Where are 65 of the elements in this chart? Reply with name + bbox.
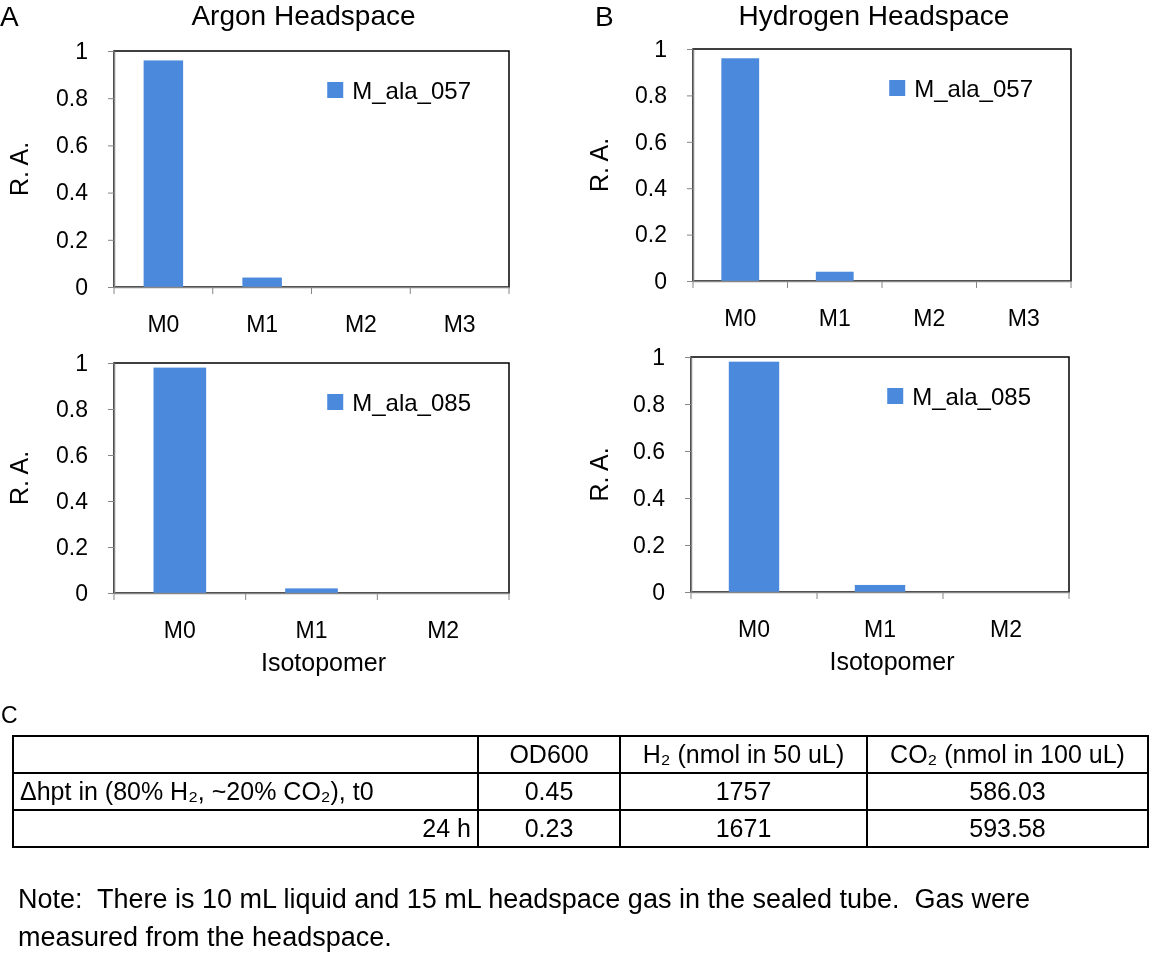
x-tick-label: M1: [295, 617, 328, 644]
text: 1757: [715, 777, 772, 805]
legend-label: M_ala_057: [914, 74, 1033, 102]
text: 0.23: [524, 814, 574, 842]
y-tick-label: 0.2: [56, 226, 88, 253]
y-tick-label: 0: [652, 578, 665, 605]
y-axis-title: R. A.: [585, 447, 613, 502]
x-tick-label: M1: [818, 305, 851, 332]
y-axis-title: R. A.: [585, 137, 613, 193]
y-tick-label: 0.6: [635, 128, 667, 155]
y-tick-label: 0: [75, 579, 88, 606]
y-tick-label: 0.4: [633, 484, 666, 511]
x-tick-label: M2: [913, 305, 946, 332]
category-label: OD600: [478, 736, 620, 773]
x-tick-label: M2: [427, 617, 460, 644]
text: Note: There is 10 mL liquid and 15 mL headspace gas in the sealed tube. Gas were measured from the headspace.: [18, 883, 1032, 953]
y-tick-label: 0.4: [56, 179, 89, 206]
category-label: Δhpt in (80% H₂, ~20% CO₂), t0: [20, 777, 374, 805]
x-tick-label: M2: [990, 616, 1022, 643]
y-axis-title: R. A.: [5, 450, 33, 506]
category-label: 24 h: [422, 814, 471, 842]
text: 593.58: [969, 814, 1046, 842]
y-tick-label: 0.6: [633, 437, 665, 464]
x-tick-label: M0: [147, 311, 180, 338]
text: 1671: [715, 814, 772, 842]
legend-label: M_ala_085: [352, 388, 471, 416]
text: C: [1, 702, 18, 728]
text: 586.03: [969, 777, 1046, 805]
y-tick-label: 0.6: [56, 132, 88, 159]
chart-title: Argon Headspace: [191, 0, 416, 31]
y-tick-label: 0.4: [635, 175, 668, 202]
y-tick-label: 0.8: [635, 82, 667, 109]
y-axis-title: R. A.: [5, 141, 33, 197]
y-tick-label: 0.2: [635, 221, 667, 248]
y-tick-label: 0.8: [56, 85, 88, 112]
legend-label: M_ala_085: [912, 382, 1031, 410]
category-label: H₂ (nmol in 50 uL): [620, 736, 867, 773]
y-tick-label: 0.2: [633, 531, 665, 558]
y-tick-label: 0: [75, 273, 88, 300]
x-tick-label: M3: [443, 311, 476, 338]
y-tick-label: 0.8: [56, 395, 88, 422]
x-axis-title: Isotopomer: [260, 648, 387, 676]
x-tick-label: M0: [738, 616, 770, 643]
legend-label: M_ala_057: [352, 76, 471, 104]
text: A: [0, 1, 19, 32]
x-tick-label: M2: [344, 311, 377, 338]
category-label: CO₂ (nmol in 100 uL): [867, 736, 1148, 773]
text: B: [595, 1, 614, 32]
text: 0.45: [524, 777, 574, 805]
y-tick-label: 0.6: [56, 441, 88, 468]
y-tick-label: 0.2: [56, 533, 88, 560]
y-tick-label: 0.8: [633, 390, 665, 417]
y-tick-label: 0.4: [56, 487, 89, 514]
y-tick-label: 1: [654, 35, 667, 62]
y-tick-label: 1: [652, 343, 665, 370]
x-tick-label: M3: [1007, 305, 1040, 332]
x-axis-title: Isotopomer: [829, 647, 955, 675]
x-tick-label: M1: [246, 311, 279, 338]
y-tick-label: 0: [654, 267, 667, 294]
x-tick-label: M1: [864, 616, 896, 643]
chart-title: Hydrogen Headspace: [738, 0, 1010, 31]
x-tick-label: M0: [163, 617, 196, 644]
y-tick-label: 1: [75, 37, 88, 64]
y-tick-label: 1: [75, 349, 88, 376]
x-tick-label: M0: [724, 305, 757, 332]
